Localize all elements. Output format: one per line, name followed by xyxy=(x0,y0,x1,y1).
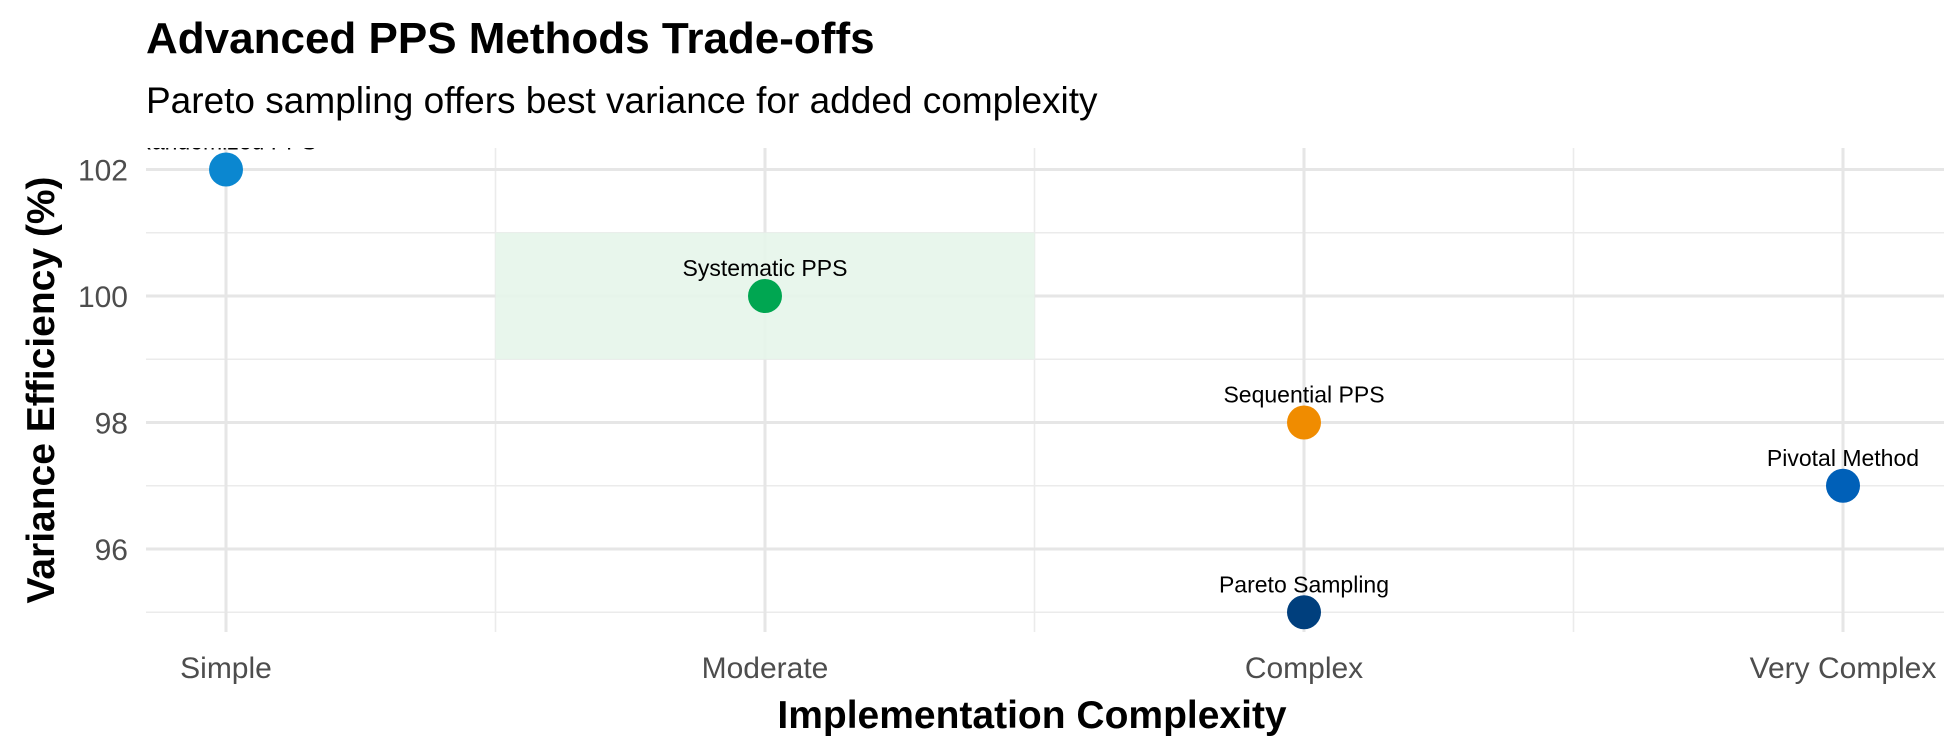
y-axis-title: Variance Efficiency (%) xyxy=(20,176,63,603)
data-point xyxy=(748,279,782,313)
y-tick-labels: 96 98 100 102 xyxy=(78,155,128,568)
x-tick-labels: Simple Moderate Complex Very Complex xyxy=(180,652,1936,685)
data-points xyxy=(209,152,1860,630)
y-tick-label: 100 xyxy=(78,281,128,314)
point-labels: Randomized PPS Systematic PPS Sequential P… xyxy=(135,129,1919,597)
data-point xyxy=(209,152,243,187)
point-label: Pareto Sampling xyxy=(1219,571,1389,597)
data-point xyxy=(1287,405,1321,440)
point-label: Pivotal Method xyxy=(1767,445,1919,471)
grid-lines xyxy=(146,148,1944,632)
x-tick-label: Moderate xyxy=(702,652,829,685)
y-tick-label: 98 xyxy=(95,408,128,441)
chart-title: Advanced PPS Methods Trade-offs xyxy=(146,14,875,63)
data-point xyxy=(1287,595,1321,630)
x-tick-label: Simple xyxy=(180,652,272,685)
y-tick-label: 102 xyxy=(78,155,128,188)
data-point xyxy=(1826,468,1860,503)
point-label: Systematic PPS xyxy=(683,255,848,281)
y-tick-label: 96 xyxy=(95,534,128,567)
point-label: Sequential PPS xyxy=(1223,382,1384,408)
x-tick-label: Very Complex xyxy=(1750,652,1937,685)
chart-subtitle: Pareto sampling offers best variance for… xyxy=(146,80,1098,121)
x-axis-title: Implementation Complexity xyxy=(777,694,1287,737)
point-label: Randomized PPS xyxy=(135,129,317,155)
x-tick-label: Complex xyxy=(1245,652,1363,685)
